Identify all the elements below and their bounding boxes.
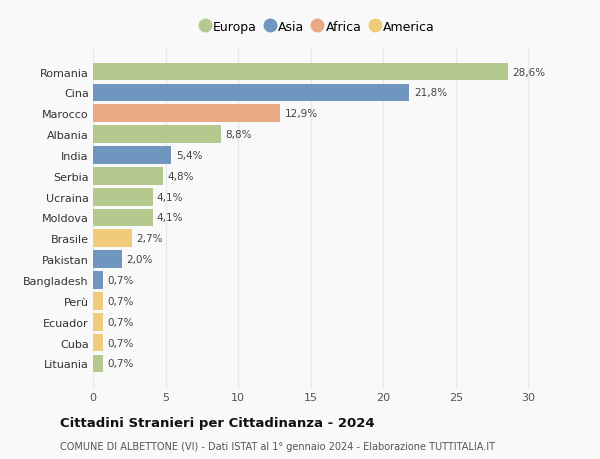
Bar	[93, 105, 280, 123]
Text: 12,9%: 12,9%	[284, 109, 318, 119]
Text: 5,4%: 5,4%	[176, 151, 202, 161]
Text: 21,8%: 21,8%	[414, 88, 447, 98]
Bar	[93, 64, 508, 81]
Text: 2,7%: 2,7%	[137, 234, 163, 244]
Bar	[93, 147, 172, 164]
Text: 4,8%: 4,8%	[167, 172, 194, 181]
Text: 0,7%: 0,7%	[107, 338, 134, 348]
Text: Cittadini Stranieri per Cittadinanza - 2024: Cittadini Stranieri per Cittadinanza - 2…	[60, 416, 374, 429]
Bar	[93, 230, 132, 248]
Legend: Europa, Asia, Africa, America: Europa, Asia, Africa, America	[198, 17, 438, 38]
Bar	[93, 272, 103, 289]
Bar	[93, 313, 103, 331]
Text: COMUNE DI ALBETTONE (VI) - Dati ISTAT al 1° gennaio 2024 - Elaborazione TUTTITAL: COMUNE DI ALBETTONE (VI) - Dati ISTAT al…	[60, 441, 495, 451]
Text: 0,7%: 0,7%	[107, 317, 134, 327]
Text: 4,1%: 4,1%	[157, 192, 184, 202]
Bar	[93, 84, 409, 102]
Bar	[93, 251, 122, 269]
Text: 8,8%: 8,8%	[225, 130, 251, 140]
Bar	[93, 292, 103, 310]
Text: 28,6%: 28,6%	[512, 67, 545, 78]
Bar	[93, 126, 221, 144]
Bar	[93, 188, 152, 206]
Text: 2,0%: 2,0%	[127, 255, 153, 264]
Text: 0,7%: 0,7%	[107, 275, 134, 285]
Text: 4,1%: 4,1%	[157, 213, 184, 223]
Text: 0,7%: 0,7%	[107, 358, 134, 369]
Text: 0,7%: 0,7%	[107, 296, 134, 306]
Bar	[93, 355, 103, 372]
Bar	[93, 334, 103, 352]
Bar	[93, 209, 152, 227]
Bar	[93, 168, 163, 185]
